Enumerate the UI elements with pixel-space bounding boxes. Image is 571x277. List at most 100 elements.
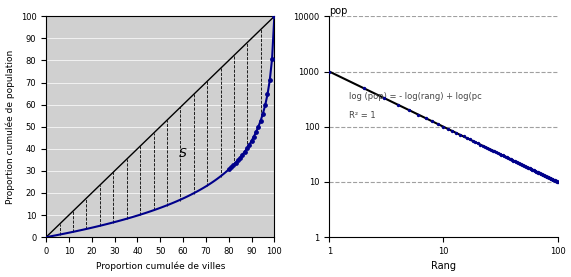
X-axis label: Proportion cumulée de villes: Proportion cumulée de villes bbox=[95, 261, 225, 271]
Text: R² = 1: R² = 1 bbox=[349, 111, 376, 120]
Point bbox=[512, 160, 521, 165]
Point bbox=[534, 171, 543, 175]
Point bbox=[229, 163, 238, 167]
Point bbox=[263, 92, 272, 97]
Point bbox=[439, 125, 448, 129]
Point bbox=[270, 14, 279, 19]
Point bbox=[413, 112, 423, 117]
Point bbox=[478, 143, 487, 148]
Point bbox=[254, 124, 263, 129]
Point bbox=[421, 116, 431, 120]
Point bbox=[359, 86, 368, 90]
Point bbox=[536, 171, 545, 176]
Point bbox=[529, 168, 538, 173]
Point bbox=[551, 179, 560, 183]
Point bbox=[549, 178, 558, 183]
Point bbox=[544, 175, 553, 180]
Point bbox=[462, 136, 471, 140]
Point bbox=[444, 127, 453, 131]
Point bbox=[260, 103, 270, 107]
Point bbox=[471, 140, 480, 144]
Point bbox=[492, 150, 501, 155]
Point bbox=[247, 139, 256, 143]
X-axis label: Rang: Rang bbox=[431, 261, 456, 271]
Point bbox=[540, 173, 549, 178]
Point bbox=[249, 135, 258, 139]
Point bbox=[379, 96, 388, 100]
Point bbox=[428, 119, 437, 124]
Point bbox=[545, 176, 554, 181]
Point bbox=[518, 163, 528, 168]
Point bbox=[484, 147, 493, 151]
Point bbox=[251, 130, 260, 134]
Point bbox=[543, 175, 552, 179]
Point bbox=[532, 170, 541, 174]
Point bbox=[258, 111, 267, 116]
Point bbox=[548, 177, 557, 182]
Point bbox=[227, 165, 236, 170]
Point bbox=[546, 177, 556, 181]
Point bbox=[550, 178, 559, 183]
Point bbox=[522, 165, 532, 170]
Point bbox=[325, 69, 334, 74]
Point bbox=[506, 157, 516, 161]
Point bbox=[524, 165, 533, 170]
Point bbox=[256, 118, 265, 123]
Point bbox=[404, 108, 413, 112]
Point bbox=[532, 170, 541, 174]
Point bbox=[529, 168, 538, 172]
Point bbox=[510, 159, 519, 163]
Point bbox=[236, 155, 245, 160]
Point bbox=[448, 129, 457, 133]
Point bbox=[513, 161, 522, 165]
Point bbox=[542, 175, 551, 179]
Point bbox=[488, 148, 497, 153]
Point bbox=[514, 161, 524, 166]
Point bbox=[521, 165, 530, 169]
Point bbox=[468, 138, 477, 143]
Point bbox=[546, 176, 555, 181]
Point bbox=[452, 131, 461, 135]
Point bbox=[231, 161, 240, 165]
Point bbox=[393, 102, 403, 107]
Point bbox=[265, 78, 274, 82]
Point bbox=[504, 156, 513, 160]
Point bbox=[530, 169, 539, 173]
Point bbox=[527, 167, 536, 171]
Y-axis label: Proportion cumulée de population: Proportion cumulée de population bbox=[6, 50, 15, 204]
Point bbox=[473, 141, 482, 146]
Point bbox=[539, 173, 548, 177]
Point bbox=[547, 177, 556, 181]
Point bbox=[518, 163, 527, 167]
Point bbox=[490, 149, 499, 154]
Point bbox=[459, 134, 468, 139]
Point bbox=[498, 153, 507, 158]
Point bbox=[224, 167, 234, 172]
Point bbox=[511, 160, 520, 164]
Point bbox=[509, 158, 518, 163]
Point bbox=[550, 178, 560, 183]
Point bbox=[545, 176, 554, 180]
Point bbox=[240, 150, 249, 154]
Point bbox=[508, 158, 517, 162]
Point bbox=[544, 176, 553, 180]
Point bbox=[502, 155, 512, 160]
Point bbox=[537, 172, 546, 177]
Point bbox=[520, 164, 529, 168]
Point bbox=[526, 167, 535, 171]
Point bbox=[495, 152, 504, 156]
Point bbox=[493, 151, 502, 155]
Point bbox=[244, 143, 254, 147]
Point bbox=[501, 155, 510, 159]
Point bbox=[238, 153, 247, 157]
Point bbox=[521, 164, 530, 168]
Point bbox=[456, 133, 465, 137]
Point bbox=[553, 180, 562, 184]
Text: S: S bbox=[179, 147, 187, 160]
Point bbox=[549, 178, 558, 182]
Point bbox=[538, 173, 547, 177]
Point bbox=[541, 174, 550, 178]
Point bbox=[537, 172, 546, 176]
Point bbox=[267, 57, 276, 61]
Point bbox=[505, 157, 514, 161]
